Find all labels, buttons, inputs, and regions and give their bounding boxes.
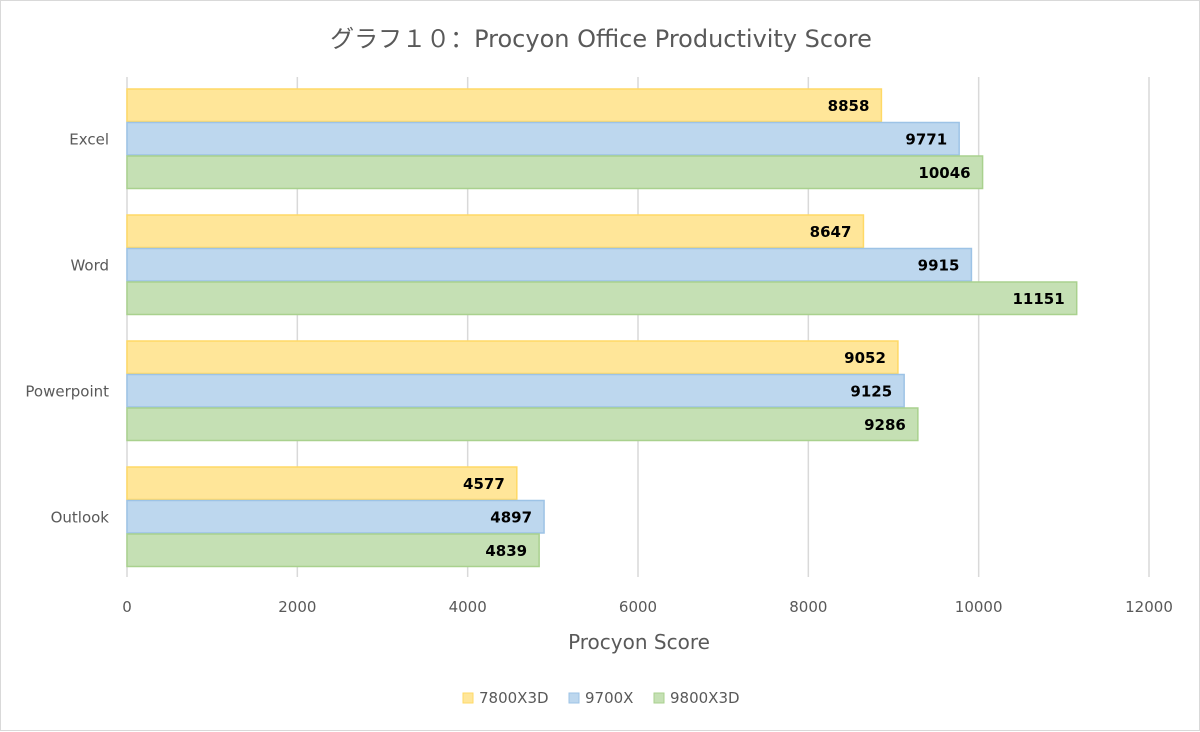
bar-9700X <box>126 247 973 282</box>
data-label: 8858 <box>828 97 870 115</box>
data-label: 9771 <box>905 130 947 148</box>
data-label: 9125 <box>850 382 892 400</box>
bar-7800X3D <box>126 214 865 249</box>
x-tick-label: 2000 <box>278 598 316 616</box>
bar-9700X <box>126 121 960 156</box>
bar-9700X <box>126 373 905 408</box>
category-label: Word <box>70 256 109 274</box>
bar-9800X3D <box>126 407 919 442</box>
category-label: Excel <box>69 130 109 148</box>
data-label: 9286 <box>864 416 906 434</box>
x-tick-label: 8000 <box>789 598 827 616</box>
data-label: 8647 <box>810 223 852 241</box>
data-label: 11151 <box>1013 290 1065 308</box>
bar-9800X3D <box>126 281 1078 316</box>
data-label: 10046 <box>918 164 970 182</box>
legend-swatch <box>462 692 474 704</box>
bar-7800X3D <box>126 88 883 123</box>
bar-7800X3D <box>126 466 518 501</box>
data-label: 4839 <box>485 542 527 560</box>
data-label: 4577 <box>463 475 505 493</box>
legend-swatch <box>568 692 580 704</box>
data-labels: 8858 9771 10046 8647 9915 11151 9052 9125 9286 45… <box>463 97 1065 560</box>
data-label: 4897 <box>490 508 532 526</box>
legend-label: 9700X <box>585 689 633 707</box>
legend-label: 7800X3D <box>479 689 549 707</box>
x-tick-label: 10000 <box>955 598 1003 616</box>
x-tick-label: 0 <box>122 598 132 616</box>
data-label: 9915 <box>918 256 960 274</box>
legend-swatch <box>653 692 665 704</box>
x-tick-label: 6000 <box>619 598 657 616</box>
x-axis-title: Procyon Score <box>568 630 710 654</box>
x-tick-label: 12000 <box>1125 598 1173 616</box>
bar-9800X3D <box>126 155 984 190</box>
legend-label: 9800X3D <box>670 689 740 707</box>
bars <box>126 88 1078 568</box>
data-label: 9052 <box>844 349 886 367</box>
x-tick-label: 4000 <box>449 598 487 616</box>
legend: 7800X3D 9700X 9800X3D <box>462 689 740 707</box>
bar-9800X3D <box>126 533 540 568</box>
y-axis-categories: Excel Word Powerpoint Outlook <box>25 130 109 526</box>
category-label: Outlook <box>51 508 110 526</box>
chart-title: グラフ１０：Procyon Office Productivity Score <box>330 25 872 53</box>
category-label: Powerpoint <box>25 382 109 400</box>
x-axis-ticks: 0 2000 4000 6000 8000 10000 12000 <box>122 598 1173 616</box>
bar-9700X <box>126 499 545 534</box>
bar-7800X3D <box>126 340 899 375</box>
